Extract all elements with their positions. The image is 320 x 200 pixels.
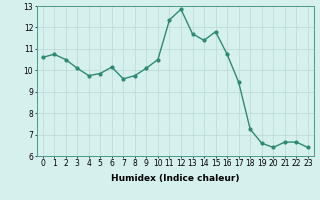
X-axis label: Humidex (Indice chaleur): Humidex (Indice chaleur) [111,174,239,183]
